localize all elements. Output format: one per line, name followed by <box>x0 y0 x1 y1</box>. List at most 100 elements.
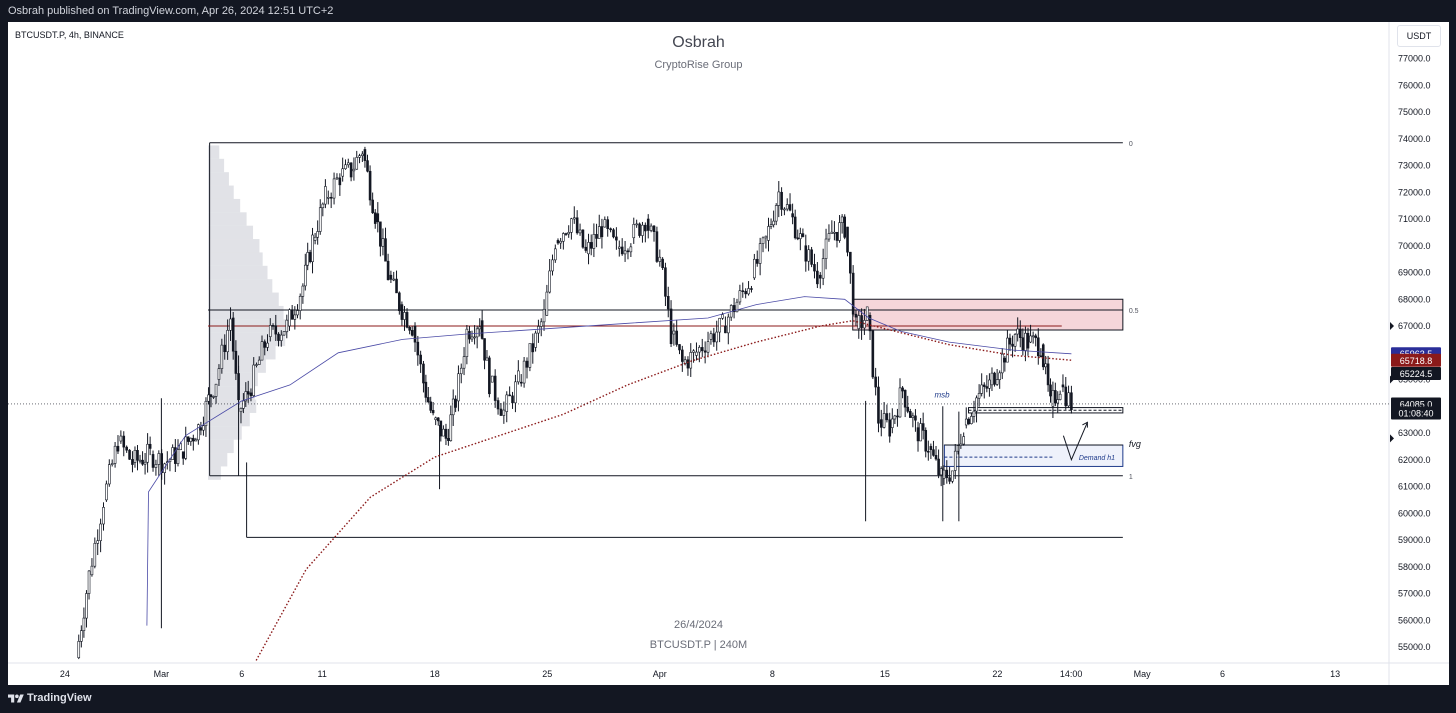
x-tick-label: 25 <box>542 669 552 679</box>
y-tick-label: 60000.0 <box>1398 508 1431 518</box>
y-tick-label: 62000.0 <box>1398 455 1431 465</box>
candle-body <box>514 381 517 404</box>
candle-body <box>408 327 411 331</box>
candle-body <box>384 238 387 262</box>
candle-body <box>148 443 152 449</box>
symbol-info: BTCUSDT.P, 4h, BINANCE <box>15 30 124 40</box>
candle-body <box>80 630 83 642</box>
candle-body <box>439 420 443 437</box>
candle-body <box>548 270 551 293</box>
candle-body <box>551 259 554 272</box>
candle-body <box>128 449 131 460</box>
candle-body <box>801 233 805 237</box>
chart-canvas[interactable]: 0 0.5 1 msb Demand h1 fvg 55000.0 56000.0 57000.… <box>8 22 1449 685</box>
candle-body <box>266 342 269 348</box>
y-tick-label: 72000.0 <box>1398 187 1431 197</box>
candle-body <box>868 314 872 332</box>
candle-body <box>234 350 238 374</box>
candle-body <box>735 301 739 313</box>
candle-body <box>459 367 463 375</box>
volume-profile-bar <box>208 239 260 253</box>
footer-bar: TradingView <box>0 685 1456 713</box>
candle-body <box>1049 384 1052 397</box>
candle-body <box>324 186 327 205</box>
candle-body <box>1024 332 1027 351</box>
candle-body <box>274 325 278 335</box>
candle-body <box>629 246 633 253</box>
candle-body <box>368 170 372 201</box>
x-tick-label: 15 <box>880 669 890 679</box>
candle-body <box>298 295 302 311</box>
candle-body <box>141 459 144 465</box>
candle-body <box>1006 337 1009 363</box>
candle-body <box>157 453 161 465</box>
candle-body <box>431 410 435 414</box>
x-tick-label: 18 <box>430 669 440 679</box>
candle-body <box>703 350 707 353</box>
candle-body <box>338 177 342 186</box>
candle-body <box>296 310 299 316</box>
fib-label-1: 1 <box>1129 474 1133 481</box>
candle-body <box>105 483 108 501</box>
candle-body <box>916 427 920 442</box>
candle-body <box>1041 344 1045 368</box>
candle-body <box>138 459 142 462</box>
candle-body <box>131 459 134 465</box>
candle-body <box>400 304 404 320</box>
candle-body <box>214 383 218 397</box>
candle-body <box>485 357 489 361</box>
candle-body <box>1064 386 1068 407</box>
candle-body <box>1056 399 1060 404</box>
candle-body <box>87 570 91 594</box>
volume-profile-bar <box>208 439 234 454</box>
candle-body <box>804 245 808 262</box>
candle-body <box>468 331 471 340</box>
candle-body <box>635 223 638 226</box>
candle-body <box>964 418 968 426</box>
volume-profile-bar <box>208 292 279 306</box>
candle-body <box>454 398 457 408</box>
candle-body <box>783 208 786 211</box>
candle-body <box>1067 392 1070 407</box>
price-badge-label: 65718.8 <box>1400 356 1433 366</box>
candle-body <box>1008 337 1012 345</box>
candle-body <box>700 347 704 352</box>
y-tick-label: 61000.0 <box>1398 482 1431 492</box>
candle-body <box>898 387 902 418</box>
x-tick-label: 8 <box>770 669 775 679</box>
candle-body <box>998 372 1001 380</box>
candle-body <box>271 325 275 327</box>
candle-body <box>606 219 610 230</box>
candle-body <box>346 162 350 166</box>
candle-body <box>326 196 330 199</box>
candle-body <box>772 220 775 226</box>
candle-body <box>242 400 245 409</box>
candle-body <box>1058 393 1062 400</box>
candle-body <box>534 332 537 348</box>
candle-body <box>249 392 253 396</box>
volume-profile-bar <box>208 252 263 266</box>
volume-profile-bar <box>208 225 254 240</box>
volume-profile-bar <box>208 158 225 173</box>
candle-body <box>959 443 963 446</box>
candle-body <box>517 370 520 383</box>
candle-body <box>833 231 836 234</box>
chart-svg[interactable]: 0 0.5 1 msb Demand h1 fvg 55000.0 56000.0 57000.… <box>8 22 1449 685</box>
candle-body <box>1046 363 1050 386</box>
candle-body <box>293 314 297 320</box>
candle-body <box>376 213 380 223</box>
candle-body <box>313 236 317 241</box>
candle-body <box>919 423 922 442</box>
candle-body <box>332 178 336 199</box>
candle-body <box>914 415 917 421</box>
candle-body <box>537 326 540 334</box>
candle-body <box>882 413 886 428</box>
candle-body <box>821 258 825 279</box>
candle-body <box>398 292 401 312</box>
publish-header: Osbrah published on TradingView.com, Apr… <box>0 0 1456 22</box>
candle-body <box>1044 363 1047 368</box>
x-tick-label: 11 <box>317 669 326 679</box>
candle-body <box>318 207 322 232</box>
candle-body <box>197 424 200 441</box>
currency-button[interactable]: USDT <box>1397 25 1441 47</box>
